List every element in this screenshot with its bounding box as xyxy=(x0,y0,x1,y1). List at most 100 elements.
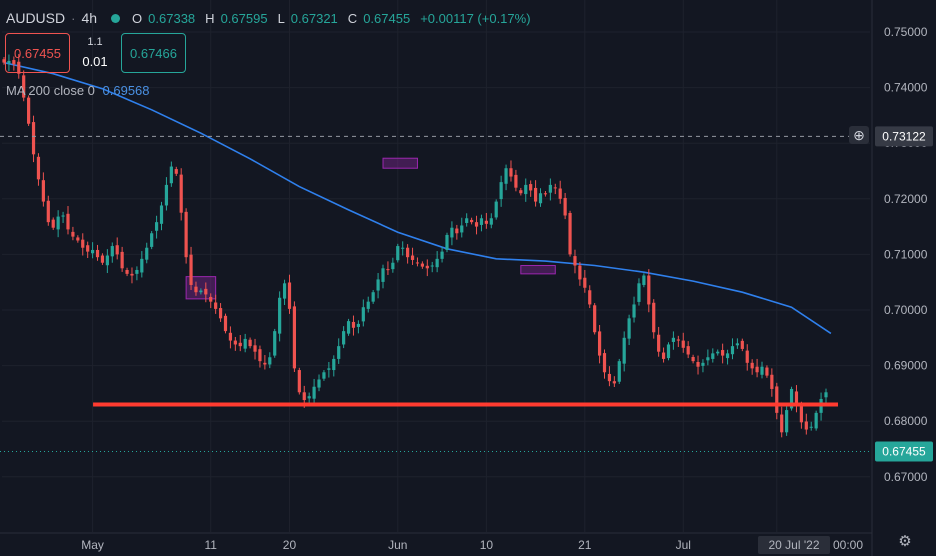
candle-body xyxy=(558,188,562,199)
spread-lot[interactable]: 1.1 0.01 xyxy=(70,33,120,71)
candle-body xyxy=(322,372,326,379)
candle-body xyxy=(529,184,533,191)
candle-body xyxy=(282,283,287,299)
interval-label[interactable]: 4h xyxy=(81,10,98,26)
symbol-header: AUDUSD · 4h O 0.67338 H 0.67595 L 0.67321 C… xyxy=(6,8,535,28)
candle-body xyxy=(366,301,370,309)
candle-body xyxy=(36,156,41,180)
ma-name: MA 200 close 0 xyxy=(6,83,95,98)
candle-body xyxy=(218,308,223,319)
candle-body xyxy=(750,362,754,369)
candle-body xyxy=(214,302,218,309)
candle-body xyxy=(430,265,434,267)
candle-body xyxy=(179,174,183,213)
candle-body xyxy=(253,345,257,352)
candle-body xyxy=(51,219,55,228)
add-alert-icon[interactable]: ⊕ xyxy=(849,126,869,144)
candle-body xyxy=(765,367,769,376)
candle-body xyxy=(100,255,105,263)
price-tick-label: 0.74000 xyxy=(884,81,928,95)
cursor-date-bg xyxy=(758,536,830,554)
ma-200-line xyxy=(3,61,832,335)
candle-body xyxy=(814,412,818,429)
candle-body xyxy=(735,343,740,346)
candle-body xyxy=(248,339,252,347)
candle-body xyxy=(391,262,395,270)
candle-body xyxy=(130,273,134,276)
price-axis[interactable]: 0.750000.740000.730000.720000.710000.700… xyxy=(871,0,928,556)
candle-body xyxy=(637,283,641,302)
candle-body xyxy=(701,362,705,366)
candle-body xyxy=(519,190,523,194)
candle-body xyxy=(632,304,636,318)
price-tick-label: 0.71000 xyxy=(884,247,928,261)
candle-body xyxy=(760,366,764,375)
crosshair-price-label: 0.73122 xyxy=(882,129,926,143)
lot-size: 0.01 xyxy=(82,54,108,69)
gear-icon[interactable]: ⚙ xyxy=(898,533,912,550)
sell-price: 0.67455 xyxy=(14,45,61,61)
candle-body xyxy=(755,366,759,373)
symbol-name[interactable]: AUDUSD xyxy=(6,10,66,26)
pattern-markers xyxy=(185,157,556,300)
candle-body xyxy=(494,201,498,218)
candle-body xyxy=(135,269,139,274)
open-label: O xyxy=(132,10,143,26)
price-tick-label: 0.69000 xyxy=(884,359,928,373)
candle-body xyxy=(504,168,508,184)
candle-body xyxy=(450,227,454,238)
candle-body xyxy=(804,421,808,430)
candle-body xyxy=(406,247,410,258)
candle-body xyxy=(278,297,282,334)
grid-lines xyxy=(2,0,870,532)
candlestick-series xyxy=(2,53,828,438)
candle-body xyxy=(563,197,567,216)
axis-price-labels: 0.73122 0.67455 xyxy=(875,126,933,462)
candle-body xyxy=(7,60,11,64)
buy-button[interactable]: 0.67466 xyxy=(121,33,186,73)
candle-body xyxy=(661,352,666,359)
candle-body xyxy=(125,269,129,274)
candle-body xyxy=(332,358,336,371)
candle-body xyxy=(238,342,242,347)
close-value: 0.67455 xyxy=(363,10,411,26)
candle-body xyxy=(268,357,272,365)
candle-body xyxy=(612,381,616,384)
pattern-marker xyxy=(382,157,418,169)
price-tick-label: 0.72000 xyxy=(884,192,928,206)
time-tick-label: May xyxy=(81,538,104,552)
candle-body xyxy=(71,231,75,237)
candle-body xyxy=(312,386,316,399)
candle-body xyxy=(588,290,592,305)
candle-body xyxy=(770,374,774,389)
candle-body xyxy=(174,169,178,174)
candle-body xyxy=(164,184,169,206)
candle-body xyxy=(223,315,228,332)
time-tick-label: 11 xyxy=(204,538,217,552)
candle-body xyxy=(410,255,415,260)
candle-body xyxy=(607,373,612,382)
candle-body xyxy=(622,337,626,364)
last-price-bg xyxy=(875,441,933,462)
price-tick-label: 0.68000 xyxy=(884,414,928,428)
ma-legend[interactable]: MA 200 close 0 0.69568 xyxy=(6,83,150,98)
crosshair-price-bg xyxy=(875,126,933,147)
candle-body xyxy=(578,265,582,280)
candle-body xyxy=(514,174,518,188)
crosshair-layer xyxy=(0,135,870,453)
candle-body xyxy=(346,321,351,334)
candle-body xyxy=(27,97,31,124)
time-tick-label: Jun xyxy=(388,538,407,552)
candle-body xyxy=(12,60,16,65)
ma-value: 0.69568 xyxy=(102,83,150,98)
candle-body xyxy=(583,277,587,288)
sell-button[interactable]: 0.67455 xyxy=(5,33,70,73)
candle-body xyxy=(302,392,306,401)
time-tick-label: 21 xyxy=(578,538,592,552)
candle-body xyxy=(740,340,744,349)
time-axis[interactable]: May 11 20 Jun 10 21 Jul 20 Jul '22 00:00 xyxy=(0,532,872,554)
candle-body xyxy=(361,307,365,322)
high-label: H xyxy=(205,10,215,26)
price-tick-label: 0.75000 xyxy=(884,25,928,39)
